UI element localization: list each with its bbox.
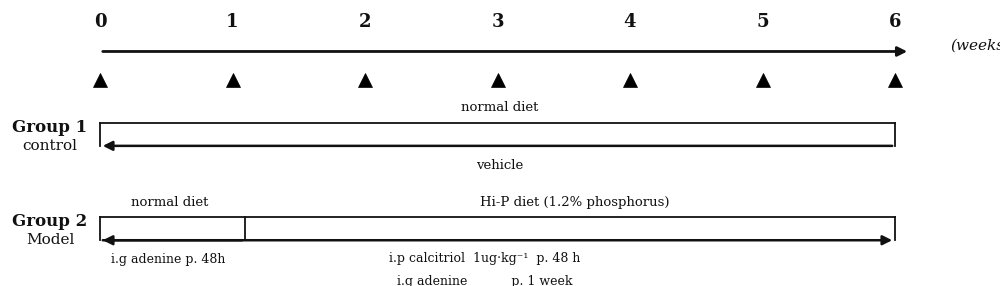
Text: Hi-P diet (1.2% phosphorus): Hi-P diet (1.2% phosphorus) — [480, 196, 670, 209]
Text: 5: 5 — [756, 13, 769, 31]
Text: Group 2: Group 2 — [12, 213, 88, 230]
Text: Group 1: Group 1 — [12, 119, 88, 136]
Text: 3: 3 — [491, 13, 504, 31]
Text: vehicle: vehicle — [476, 159, 524, 172]
Text: i.p calcitriol  1ug·kg⁻¹  p. 48 h: i.p calcitriol 1ug·kg⁻¹ p. 48 h — [389, 252, 581, 265]
Text: normal diet: normal diet — [461, 102, 539, 114]
Text: 6: 6 — [889, 13, 901, 31]
Text: 2: 2 — [359, 13, 371, 31]
Text: i.g adenine           p. 1 week: i.g adenine p. 1 week — [397, 275, 573, 286]
Text: Model: Model — [26, 233, 74, 247]
Text: control: control — [22, 139, 78, 153]
Text: 4: 4 — [624, 13, 636, 31]
Text: 1: 1 — [226, 13, 239, 31]
Text: normal diet: normal diet — [131, 196, 209, 209]
Text: (weeks): (weeks) — [950, 39, 1000, 53]
Text: i.g adenine p. 48h: i.g adenine p. 48h — [111, 253, 225, 266]
Text: 0: 0 — [94, 13, 106, 31]
